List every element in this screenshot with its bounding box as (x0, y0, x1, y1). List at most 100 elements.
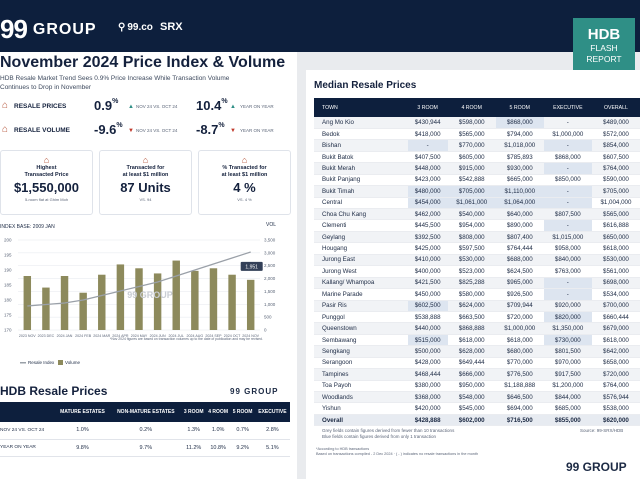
volume-bar (98, 274, 106, 330)
median-resale-table: TOWN 3 ROOM 4 ROOM 5 ROOM EXECUTIVE OVERALL A… (314, 98, 640, 427)
median-resale-title: Median Resale Prices (314, 80, 417, 91)
index-line (27, 251, 251, 307)
legend-index-swatch (20, 362, 26, 364)
legend-volume-swatch (58, 360, 63, 365)
table-row: Toa Payoh $380,000 $950,000 $1,188,888 $1,20… (314, 380, 640, 393)
kpi-value-yoy: -8.7% (196, 122, 225, 137)
down-arrow-icon: ▼ (230, 128, 236, 134)
up-arrow-icon: ▲ (230, 104, 236, 110)
volume-bar (23, 276, 32, 330)
col-header (0, 402, 55, 422)
99group-watermark: 99 GROUP (230, 387, 279, 396)
table-row: Ang Mo Kio $430,944 $598,000 $868,000- $489,… (314, 117, 640, 129)
y-axis-label: VOL (266, 222, 276, 228)
volume-bar (116, 264, 125, 330)
col-header: 5 ROOM (495, 98, 544, 117)
x-tick-label: 2024 AUG (187, 334, 204, 338)
right-tick-label: 2,000 (264, 276, 276, 281)
badge-subtitle: FLASH REPORT (586, 43, 622, 64)
right-tick-label: 3,500 (264, 238, 276, 243)
kpi-value-mom: 0.9% (94, 98, 119, 113)
table-row: Bukit Panjang $423,000 $542,888 $665,000 $85… (314, 174, 640, 187)
house-icon: ⌂ (2, 100, 9, 111)
chart-note: *Nov 2024 figures are based on transacti… (110, 337, 263, 341)
x-tick-label: 2024 MAR (93, 334, 110, 338)
col-header: MATURE ESTATES (54, 402, 111, 422)
99group-watermark: 99 GROUP (566, 460, 627, 474)
hdb-resale-prices-title: HDB Resale Prices (0, 384, 108, 398)
col-header: 4 ROOM (447, 98, 496, 117)
right-tick-label: 1,000 (264, 302, 276, 307)
col-header: 5 ROOM (230, 402, 255, 422)
col-header: OVERALL (591, 98, 640, 117)
footnote: *According to HDB transactions Based on … (316, 447, 479, 456)
price-volume-chart: INDEX BASE: 2009 JAN VOL 3,500 3,000 2,500 2,… (0, 222, 276, 365)
col-header: 3 ROOM (181, 402, 206, 422)
million-units-card: ⌂ Transacted for at least $1 million 87 … (99, 150, 192, 215)
hdb-resale-table: MATURE ESTATES NON-MATURE ESTATES 3 ROOM… (0, 402, 290, 457)
col-header: 3 ROOM (407, 98, 448, 117)
table-row: Choa Chu Kang $462,000 $540,000 $640,000 $80… (314, 208, 640, 221)
volume-bar (79, 292, 87, 330)
col-header: NON-MATURE ESTATES (110, 402, 182, 422)
table-row: Punggol $538,888 $663,500 $720,000 $820,000 $… (314, 311, 640, 324)
col-header: TOWN (314, 98, 408, 117)
legend-volume-label: Volume (65, 360, 81, 365)
table-row: Geylang $392,500 $808,000 $807,400 $1,015,00… (314, 231, 640, 244)
x-tick-label: 2024 JUL (169, 334, 184, 338)
table-row: Bukit Timah $480,000 $705,000 $1,110,000- $7… (314, 185, 640, 198)
right-tick-label: 1,500 (264, 289, 276, 294)
total-row: Overall $428,888 $602,000 $716,500 $855,000 $… (314, 413, 640, 427)
x-tick-label: 2024 OCT (224, 334, 241, 338)
x-tick-label: 2024 JAN (57, 334, 73, 338)
page-title: November 2024 Price Index & Volume (0, 54, 286, 71)
table-row: Jurong East $410,000 $530,000 $688,000 $840,… (314, 254, 640, 267)
page-subtitle: HDB Resale Market Trend Sees 0.9% Price … (0, 75, 230, 91)
callout-label: 1,951 (245, 264, 258, 270)
left-tick-label: 195 (4, 253, 12, 258)
house-icon: ⌂ (241, 155, 248, 165)
left-tick-label: 175 (4, 313, 12, 318)
badge-title: HDB (587, 26, 621, 43)
99group-logo: 99 GROUP (0, 14, 97, 45)
location-pin-icon: ⚲ (118, 22, 126, 33)
kpi-value-yoy: 10.4% (196, 98, 228, 113)
table-row: Sembawang $515,000 $618,000 $618,000 $730,00… (314, 334, 640, 347)
table-row: Yishun $420,000 $545,000 $694,000 $685,000 $5… (314, 402, 640, 415)
table-notes: Grey fields contain figures derived from… (322, 428, 455, 439)
table-row: Woodlands $368,000 $548,000 $646,500 $844,00… (314, 391, 640, 404)
x-tick-label: 2024 MAY (131, 334, 148, 338)
down-arrow-icon: ▼ (128, 128, 134, 134)
logo-word: GROUP (32, 20, 97, 38)
kpi-value-mom: -9.6% (94, 122, 123, 137)
table-row: Clementi $445,500 $954,000 $890,000- $616,88… (314, 219, 640, 232)
house-icon: ⌂ (43, 155, 50, 165)
x-tick-label: 2024 SEP (205, 334, 222, 338)
table-row: Bedok $418,000 $565,000 $794,000 $1,000,000 $… (314, 128, 640, 141)
resale-prices-row: ⌂ RESALE PRICES 0.9% ▲ NOV 24 VS. OCT 24… (2, 98, 274, 113)
up-arrow-icon: ▲ (128, 104, 134, 110)
table-row: Bukit Merah $448,000 $915,000 $930,000- $764… (314, 162, 640, 175)
legend-index-label: Resale Index (28, 360, 55, 365)
chart-title: INDEX BASE: 2009 JAN (0, 224, 55, 230)
source-note: Source: 99-SRX/HDB (580, 428, 624, 433)
volume-bar (172, 260, 180, 330)
x-tick-label: 2023 DEC (38, 334, 55, 338)
table-row: Hougang $425,000 $597,500 $764,444 $958,000 $… (314, 242, 640, 255)
table-row: Central $454,000 $1,061,000 $1,064,000- $1,0… (314, 197, 640, 210)
x-tick-label: 2023 NOV (19, 334, 36, 338)
table-row: Marine Parade $450,000 $580,000 $926,500- $5… (314, 288, 640, 301)
table-row: NOV 24 VS. OCT 24 1.0% 0.2% 1.3% 1.0% 0.… (0, 422, 290, 440)
right-tick-label: 2,500 (264, 263, 276, 268)
table-row: Kallang/ Whampoa $421,500 $825,288 $965,000… (314, 277, 640, 290)
left-tick-label: 180 (4, 298, 12, 303)
volume-bar (209, 268, 218, 330)
srx-logo: SRX (160, 21, 183, 33)
right-tick-label: 3,000 (264, 250, 276, 255)
table-row: YEAR ON YEAR 9.8% 9.7% 11.2% 10.8% 9.2% … (0, 439, 290, 457)
table-row: Pasir Ris $602,500 $624,000 $709,944 $920,00… (314, 300, 640, 312)
volume-bar (135, 268, 143, 330)
left-tick-label: 185 (4, 283, 12, 288)
resale-volume-row: ⌂ RESALE VOLUME -9.6% ▼ NOV 24 VS. OCT 2… (2, 122, 274, 137)
table-row: Serangoon $428,000 $649,444 $770,000 $970,00… (314, 357, 640, 370)
